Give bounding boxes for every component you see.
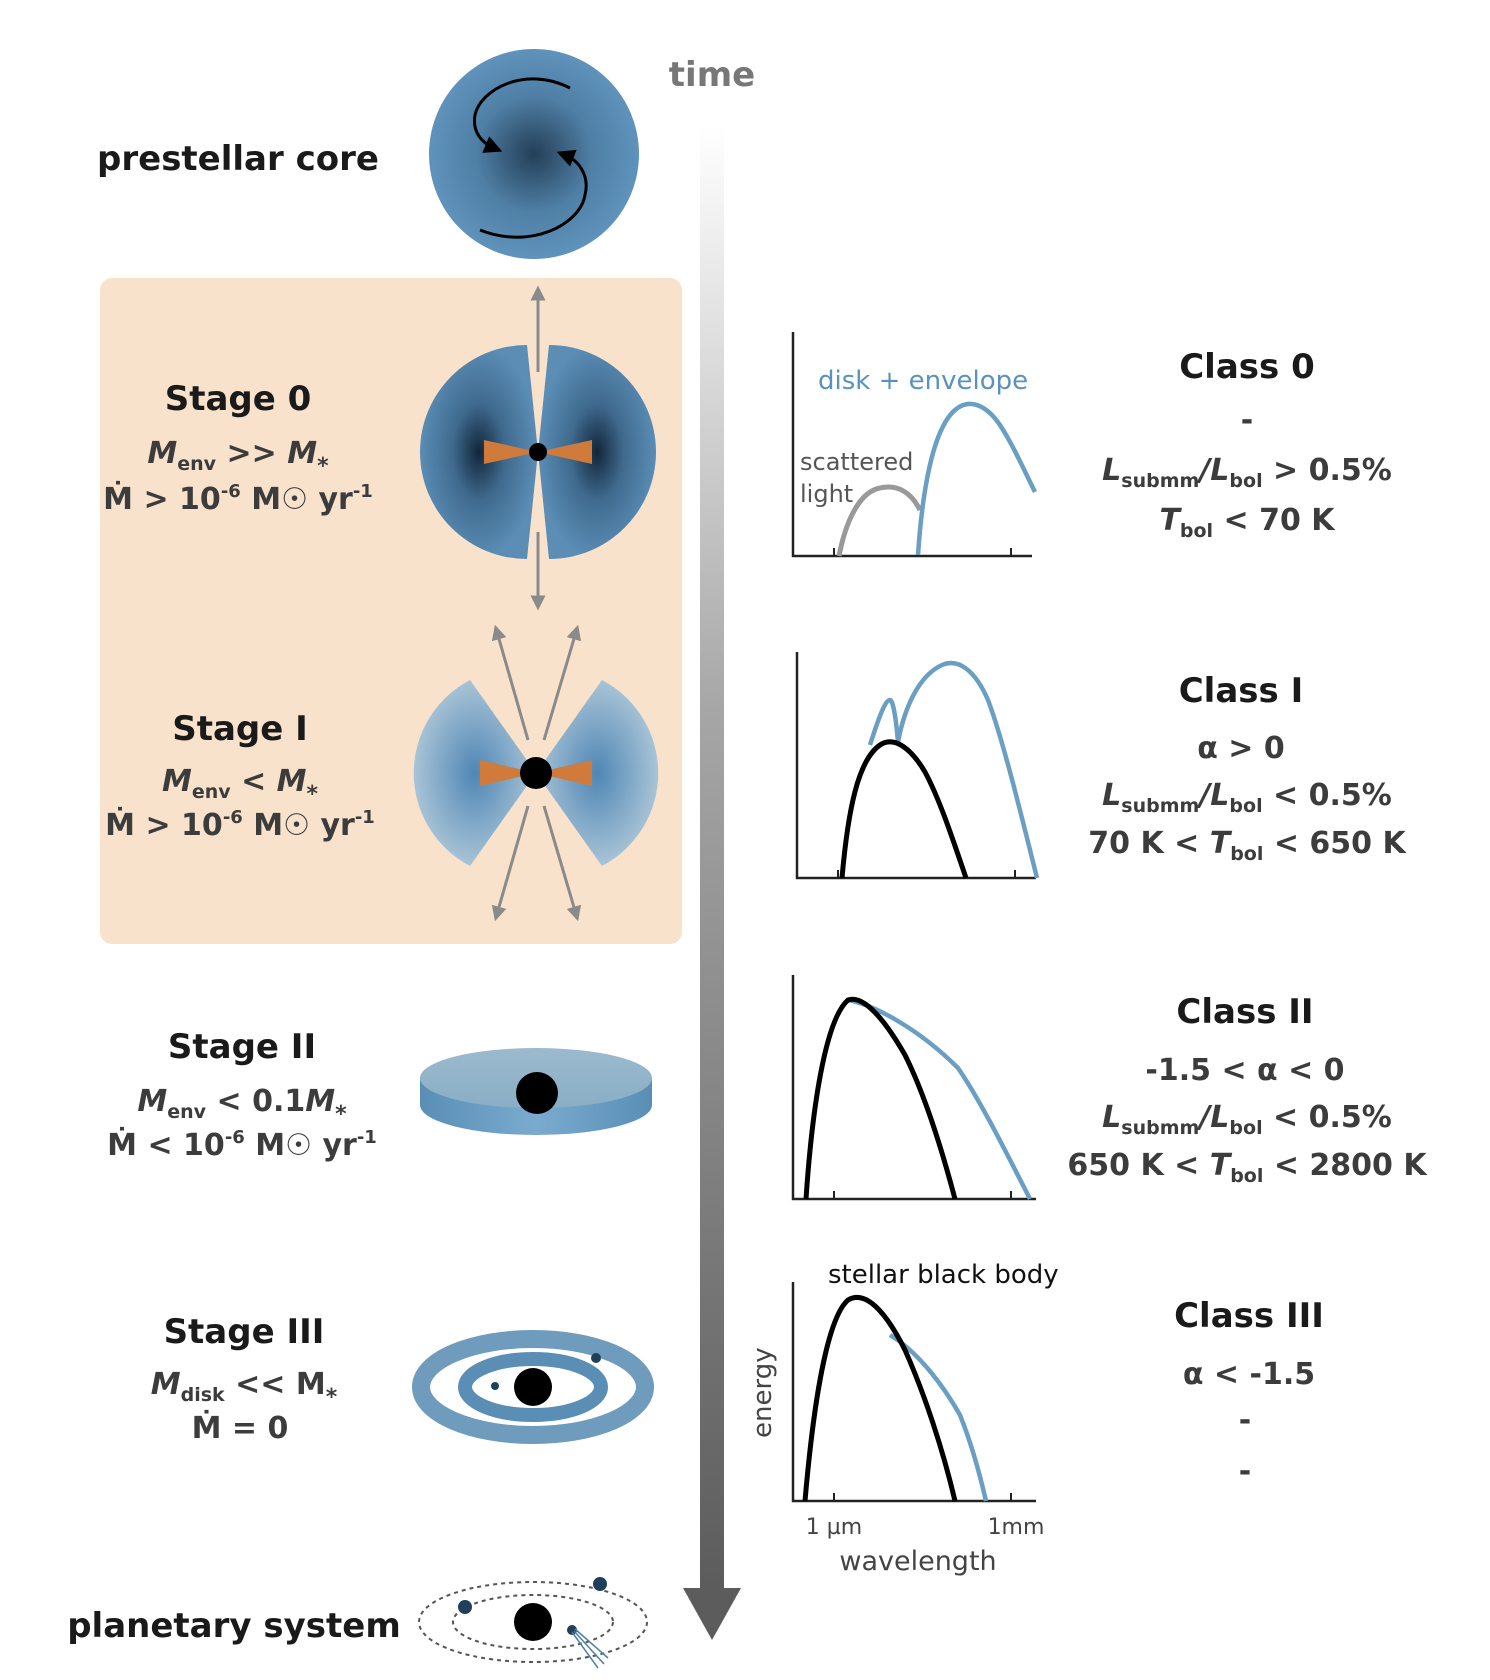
stage1-accretion-condition: Ṁ > 10-6 M☉ yr-1: [105, 807, 375, 843]
disk-envelope-curve: [915, 401, 1038, 556]
class2-luminosity-ratio: Lsubmm/Lbol < 0.5%: [1102, 1100, 1392, 1139]
sed-plot-class3: stellar black body energy 1 µm 1mm wavel…: [748, 1260, 1059, 1577]
rotation-arrow-icon: [479, 149, 588, 239]
stage3-disk-condition: Mdisk << M*: [151, 1367, 338, 1410]
outflow-arrow-icon: [491, 624, 530, 741]
sed-axes: [791, 1282, 1036, 1503]
sed-axes: [791, 975, 1036, 1201]
y-axis-label: energy: [748, 1347, 778, 1438]
stage2-accretion-condition: Ṁ < 10-6 M☉ yr-1: [107, 1127, 377, 1163]
stage3-label: Stage III: [164, 1312, 325, 1352]
scattered-label-2: light: [800, 480, 853, 508]
class2-label: Class II: [1176, 992, 1313, 1032]
disk-curve: [888, 1333, 989, 1502]
outflow-arrow-icon: [542, 805, 582, 922]
prestellar-core-illustration: [429, 49, 639, 259]
class0-spectral-index: -: [1241, 403, 1253, 438]
sed-axes: [795, 652, 1036, 880]
class0-luminosity-ratio: Lsubmm/Lbol > 0.5%: [1102, 453, 1392, 492]
class2-spectral-index: -1.5 < α < 0: [1145, 1053, 1344, 1088]
stage0-illustration: [420, 285, 656, 611]
x-axis-label: wavelength: [839, 1546, 996, 1577]
sed-plot-class0: disk + envelope scattered light: [791, 332, 1038, 558]
time-label: time: [669, 55, 755, 95]
class1-spectral-index: α > 0: [1197, 731, 1285, 766]
sed-plot-class2: [791, 975, 1036, 1201]
stage2-envelope-condition: Menv < 0.1M*: [137, 1084, 347, 1127]
stage0-envelope-condition: Menv >> M*: [147, 436, 329, 479]
outflow-arrow-icon: [491, 805, 530, 922]
stellar-black-body-curve: [839, 739, 969, 879]
class3-bolometric-temperature: -: [1239, 1454, 1251, 1489]
class1-label: Class I: [1179, 671, 1304, 711]
stage2-illustration: [420, 1048, 652, 1135]
disk-envelope-label: disk + envelope: [818, 366, 1028, 396]
x-tick-label-1um: 1 µm: [806, 1515, 862, 1540]
scattered-label-1: scattered: [800, 448, 913, 476]
stage1-envelope-condition: Menv < M*: [162, 764, 319, 807]
x-tick-label-1mm: 1mm: [988, 1515, 1045, 1540]
class1-luminosity-ratio: Lsubmm/Lbol < 0.5%: [1102, 778, 1392, 817]
stellar-black-body-label: stellar black body: [828, 1260, 1059, 1290]
stage3-illustration: [412, 1330, 654, 1444]
planetary-system-label: planetary system: [67, 1606, 401, 1646]
prestellar-core-label: prestellar core: [97, 139, 379, 179]
disk-curve: [847, 997, 1033, 1201]
outflow-arrow-icon: [542, 624, 582, 741]
sed-plot-class1: [795, 652, 1040, 880]
class3-luminosity-ratio: -: [1239, 1403, 1251, 1438]
envelope-curve: [867, 660, 1040, 879]
class3-label: Class III: [1174, 1296, 1324, 1336]
rotation-arrow-icon: [472, 77, 571, 153]
planetary-system-illustration: [418, 1577, 648, 1669]
stellar-black-body-curve: [803, 996, 958, 1200]
stage0-label: Stage 0: [165, 379, 312, 419]
class2-bolometric-temperature: 650 K < Tbol < 2800 K: [1067, 1148, 1428, 1187]
stellar-black-body-curve: [802, 1295, 958, 1502]
time-arrow: [683, 125, 741, 1640]
stage1-label: Stage I: [172, 709, 308, 749]
class0-bolometric-temperature: Tbol < 70 K: [1159, 503, 1336, 542]
class1-bolometric-temperature: 70 K < Tbol < 650 K: [1088, 826, 1407, 865]
class0-label: Class 0: [1179, 347, 1315, 387]
stage2-label: Stage II: [168, 1027, 316, 1067]
scattered-light-curve: [836, 484, 923, 557]
stage0-accretion-condition: Ṁ > 10-6 M☉ yr-1: [103, 481, 373, 517]
stage3-accretion-condition: Ṁ = 0: [192, 1410, 289, 1446]
class3-spectral-index: α < -1.5: [1183, 1357, 1315, 1392]
stage1-illustration: [413, 624, 659, 922]
sed-axes: [791, 332, 1032, 558]
